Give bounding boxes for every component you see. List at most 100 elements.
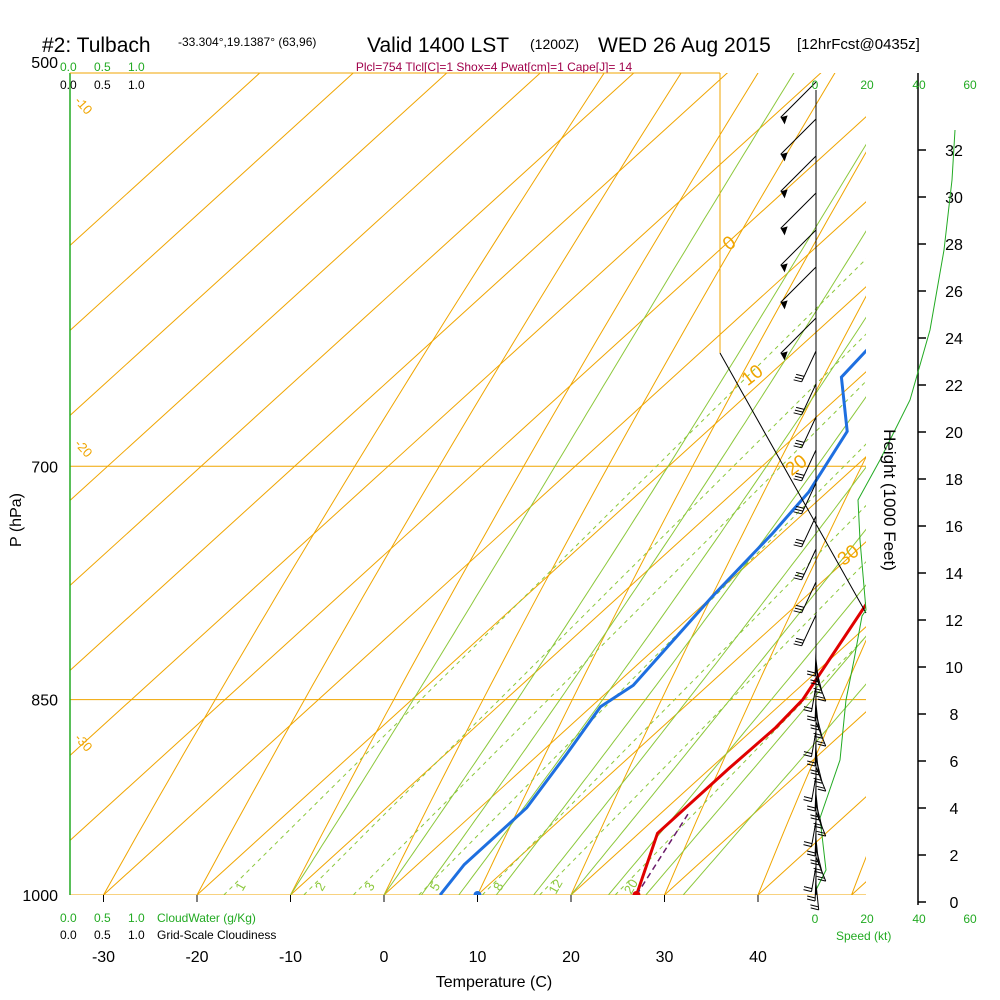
wind-barb-feather [803, 889, 812, 893]
wind-barb-pennant [780, 152, 788, 162]
wind-barb-feather [796, 373, 805, 377]
wind-barb-feather [810, 907, 819, 911]
dry-adiabat-label: 0 [719, 232, 740, 255]
wind-barb-feather [794, 541, 804, 545]
wind-speed-profile [815, 129, 956, 891]
mixing-ratio-line [539, 561, 866, 895]
height-tick-label: 30 [945, 190, 963, 207]
wind-speed-scale: 0 20 40 60 0 20 40 60 Speed (kt) [812, 78, 977, 943]
mixing-ratio-line [352, 380, 866, 895]
height-tick-label: 0 [950, 895, 959, 912]
wind-barb-feather [817, 833, 826, 837]
wind-barb-feather [794, 640, 804, 644]
wind-barb-feather [813, 732, 822, 736]
moist-adiabat-line [495, 396, 866, 895]
wind-barb-staff [814, 784, 817, 812]
wind-barb-feather [806, 673, 816, 677]
cw-tick: 0.0 [60, 60, 77, 74]
wind-barb-feather [807, 850, 816, 854]
moist-adiabat-line [570, 528, 866, 895]
wind-barb-staff [780, 118, 817, 155]
cl-tick: 0.5 [94, 78, 111, 92]
wind-barb-pennant [780, 351, 788, 361]
wind-barbs [780, 81, 956, 911]
wind-barb-staff [780, 155, 817, 192]
dry-adiabat-line [196, 73, 682, 895]
wind-barb-staff [815, 676, 827, 702]
height-tick-label: 12 [945, 613, 963, 630]
pressure-tick-label: 500 [31, 55, 58, 72]
wind-barb-staff [815, 766, 827, 792]
x-axis-label: Temperature (C) [436, 974, 552, 991]
wind-barb-feather [796, 538, 805, 542]
mixing-ratio-line [614, 636, 866, 895]
wind-barb-feather [806, 808, 816, 812]
wind-barb-feather [793, 478, 802, 482]
height-tick-label: 22 [945, 378, 963, 395]
wind-barb-pennant [780, 300, 788, 310]
wind-barb-feather [806, 718, 816, 722]
wind-barb-feather [816, 695, 825, 699]
wind-barb-staff [780, 81, 817, 118]
wind-barb-feather [794, 508, 804, 512]
wind-barb-feather [810, 727, 819, 731]
dry-adiabat-line [570, 295, 866, 895]
sounding-curves [438, 348, 866, 895]
height-tick-label: 2 [950, 848, 959, 865]
wind-barb-feather [817, 878, 826, 882]
wind-barb-feather [807, 760, 816, 764]
x-tick-label: 10 [469, 949, 487, 966]
isotherm-line [570, 626, 866, 895]
isotherm-line [196, 286, 866, 895]
x-tick-label: 0 [380, 949, 389, 966]
wind-barb-feather [807, 715, 816, 719]
surface-temperature-dot [632, 891, 641, 895]
wind-barb-feather [814, 825, 823, 829]
speed-tick: 0 [812, 912, 819, 926]
mixing-ratio-label: 5 [427, 880, 444, 894]
cw-tick: 0.0 [60, 911, 77, 925]
wind-barb-feather [793, 610, 802, 614]
wind-barb-feather [796, 439, 805, 443]
x-tick-label: 30 [656, 949, 674, 966]
wind-barb-feather [814, 780, 823, 784]
isotherm-line [70, 73, 541, 502]
mixing-ratio-line [303, 333, 866, 895]
height-tick-label: 20 [945, 425, 963, 442]
surface-dewpoint-dot [473, 891, 482, 895]
wind-barb-feather [796, 604, 805, 608]
wind-barb-feather [803, 796, 813, 800]
wind-barb-feather [806, 898, 816, 902]
speed-tick: 20 [860, 912, 874, 926]
dry-adiabat-line [477, 151, 866, 895]
station-coords: -33.304°,19.1387° (63,96) [178, 35, 316, 49]
wind-barb-feather [806, 853, 816, 857]
speed-label: Speed (kt) [836, 929, 891, 943]
wind-barb-feather [816, 875, 825, 879]
speed-tick: 20 [860, 78, 874, 92]
wind-barb-feather [796, 571, 805, 575]
speed-tick: 60 [963, 78, 977, 92]
wind-barb-staff [810, 775, 817, 802]
wind-barb-feather [810, 814, 819, 818]
wind-barb-staff [814, 649, 817, 677]
wind-barb-feather [810, 817, 819, 821]
wind-barb-feather [816, 830, 825, 834]
wind-barb-staff [801, 416, 817, 449]
mixing-ratio-label: 3 [361, 880, 378, 894]
wind-barb-staff [814, 739, 817, 767]
isotherm-label: -20 [72, 436, 96, 460]
wind-barb-feather [803, 709, 812, 713]
station-title: #2: Tulbach [42, 34, 151, 57]
wind-barb-staff [810, 685, 817, 712]
wind-barb-feather [803, 754, 812, 758]
cw-tick: 0.5 [94, 911, 111, 925]
dry-adiabat-line [757, 639, 866, 895]
isotherm-line [103, 201, 866, 895]
isotherm-line [383, 456, 866, 895]
wind-barb-feather [810, 862, 819, 866]
wind-barb-pennant [780, 226, 788, 236]
wind-barb-feather [803, 706, 813, 710]
wind-barb-feather [807, 895, 816, 899]
wind-barb-staff [780, 192, 817, 229]
